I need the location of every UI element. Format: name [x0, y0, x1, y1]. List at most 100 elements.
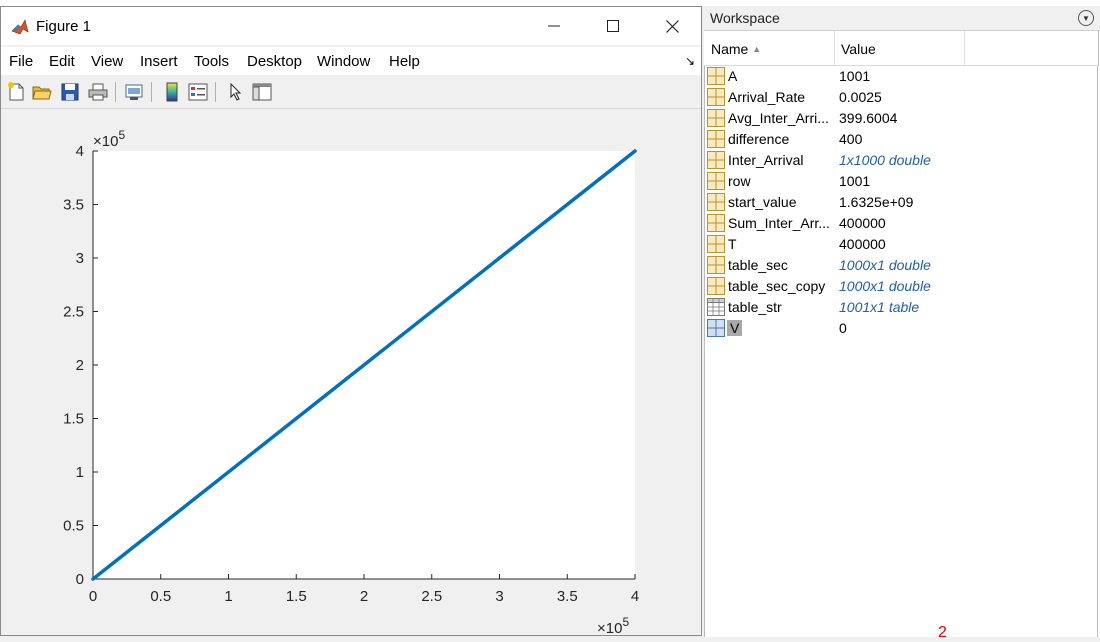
maximize-button[interactable]: [590, 11, 636, 41]
x-tick-label: 2: [360, 588, 368, 605]
menu-tools[interactable]: Tools: [194, 53, 230, 70]
open-file-icon[interactable]: [31, 81, 53, 103]
page-number: 2: [938, 624, 947, 641]
print-icon[interactable]: [87, 81, 109, 103]
y-tick-label: 3: [76, 250, 84, 267]
dock-arrow-icon[interactable]: ↘: [684, 54, 695, 68]
column-name-label: Name: [711, 41, 749, 57]
grid-variable-icon: [707, 277, 725, 295]
variable-value: 0.0025: [839, 89, 882, 105]
variable-value: 1.6325e+09: [839, 194, 914, 210]
table-row[interactable]: A 1001: [705, 66, 1095, 87]
menu-file[interactable]: File: [9, 53, 34, 70]
variable-name: Sum_Inter_Arr...: [728, 215, 830, 231]
figure-menubar: File Edit View Insert Tools Desktop Wind…: [1, 47, 701, 75]
variable-name: Inter_Arrival: [728, 152, 804, 168]
variable-value: 1x1000 double: [839, 152, 931, 168]
property-inspector-icon[interactable]: [251, 81, 273, 103]
variable-name: T: [728, 236, 737, 252]
grid-variable-icon: [707, 88, 725, 106]
y-tick-label: 2.5: [63, 304, 84, 321]
figure-toolbar: [1, 76, 701, 109]
chart-svg[interactable]: 0 0.5 1 1.5 2 2.5 3 3.5 400.511.522.533.54×105×1…: [1, 109, 701, 635]
variable-value: 1001: [839, 68, 871, 84]
table-row[interactable]: T 400000: [705, 234, 1095, 255]
grid-variable-icon: [707, 172, 725, 190]
table-row[interactable]: Arrival_Rate 0.0025: [705, 87, 1095, 108]
y-tick-label: 0: [76, 571, 84, 588]
table-row[interactable]: Avg_Inter_Arri... 399.6004: [705, 108, 1095, 129]
variable-name: A: [728, 68, 738, 84]
table-row[interactable]: difference 400: [705, 129, 1095, 150]
table-row[interactable]: table_sec_copy 1000x1 double: [705, 276, 1095, 297]
variable-value: 1001: [839, 173, 871, 189]
menu-edit[interactable]: Edit: [49, 53, 75, 70]
variable-name: difference: [728, 131, 790, 147]
y-tick-label: 1: [76, 464, 84, 481]
grid-variable-icon: [707, 235, 725, 253]
menu-desktop[interactable]: Desktop: [247, 53, 303, 70]
figure-titlebar[interactable]: Figure 1: [1, 7, 701, 45]
table-row[interactable]: start_value 1.6325e+09: [705, 192, 1095, 213]
grid-variable-icon: [707, 193, 725, 211]
x-tick-label: 3: [495, 588, 503, 605]
y-exponent-label: ×105: [93, 128, 125, 150]
top-strip: [0, 0, 1100, 6]
variable-value: 0: [839, 320, 847, 336]
y-tick-label: 2: [76, 357, 84, 374]
x-tick-label: 3.5: [557, 588, 578, 605]
column-name-header[interactable]: Name ▲: [711, 41, 761, 57]
column-value-header[interactable]: Value: [841, 41, 876, 57]
variable-value: 399.6004: [839, 110, 898, 126]
workspace-title: Workspace: [710, 10, 780, 26]
menu-window[interactable]: Window: [317, 53, 371, 70]
grid-variable-icon: [707, 214, 725, 232]
edit-plot-arrow-icon[interactable]: [225, 81, 247, 103]
minimize-button[interactable]: [531, 11, 577, 41]
y-tick-label: 1.5: [63, 411, 84, 428]
series-line: [91, 149, 637, 581]
workspace-panel: Workspace ▼ Name ▲ Value 2 A 1001 Arrival_…: [704, 6, 1100, 641]
grid-variable-icon: [707, 151, 725, 169]
menu-help[interactable]: Help: [389, 53, 420, 70]
sort-ascending-icon: ▲: [752, 44, 762, 54]
grid-variable-icon: [707, 109, 725, 127]
table-row[interactable]: table_str 1001x1 table: [705, 297, 1095, 318]
table-variable-icon: [707, 298, 725, 316]
x-tick-label: 0: [89, 588, 97, 605]
workspace-column-header: Name ▲ Value: [704, 31, 1099, 66]
table-row[interactable]: table_sec 1000x1 double: [705, 255, 1095, 276]
variable-name: Avg_Inter_Arri...: [728, 110, 829, 126]
variable-name: start_value: [728, 194, 797, 210]
column-divider[interactable]: [834, 31, 835, 65]
new-figure-icon[interactable]: [5, 81, 27, 103]
menu-view[interactable]: View: [91, 53, 124, 70]
table-row[interactable]: Sum_Inter_Arr... 400000: [705, 213, 1095, 234]
y-tick-label: 3.5: [63, 197, 84, 214]
toolbar-separator: [151, 82, 152, 102]
colorbar-icon[interactable]: [161, 81, 183, 103]
workspace-variable-list: 2 A 1001 Arrival_Rate 0.0025 Avg_Inter_Arri.…: [704, 66, 1098, 641]
figure-title: Figure 1: [36, 18, 92, 35]
x-tick-label: 1: [224, 588, 232, 605]
variable-name: V: [727, 320, 743, 336]
legend-icon[interactable]: [187, 81, 209, 103]
x-tick-label: 0.5: [150, 588, 171, 605]
x-exponent-label: ×105: [597, 615, 629, 635]
grid-variable-icon: [707, 256, 725, 274]
variable-value: 400: [839, 131, 863, 147]
menu-insert[interactable]: Insert: [140, 53, 178, 70]
variable-name: table_sec_copy: [728, 278, 826, 294]
table-row[interactable]: row 1001: [705, 171, 1095, 192]
save-icon[interactable]: [59, 81, 81, 103]
workspace-actions-icon[interactable]: ▼: [1078, 10, 1094, 26]
x-tick-label: 2.5: [421, 588, 442, 605]
variable-value: 1001x1 table: [839, 299, 920, 315]
variable-value: 1000x1 double: [839, 278, 931, 294]
variable-value: 400000: [839, 236, 886, 252]
close-button[interactable]: [649, 11, 695, 41]
table-row[interactable]: Inter_Arrival 1x1000 double: [705, 150, 1095, 171]
column-divider[interactable]: [964, 31, 965, 65]
link-plot-icon[interactable]: [123, 81, 145, 103]
